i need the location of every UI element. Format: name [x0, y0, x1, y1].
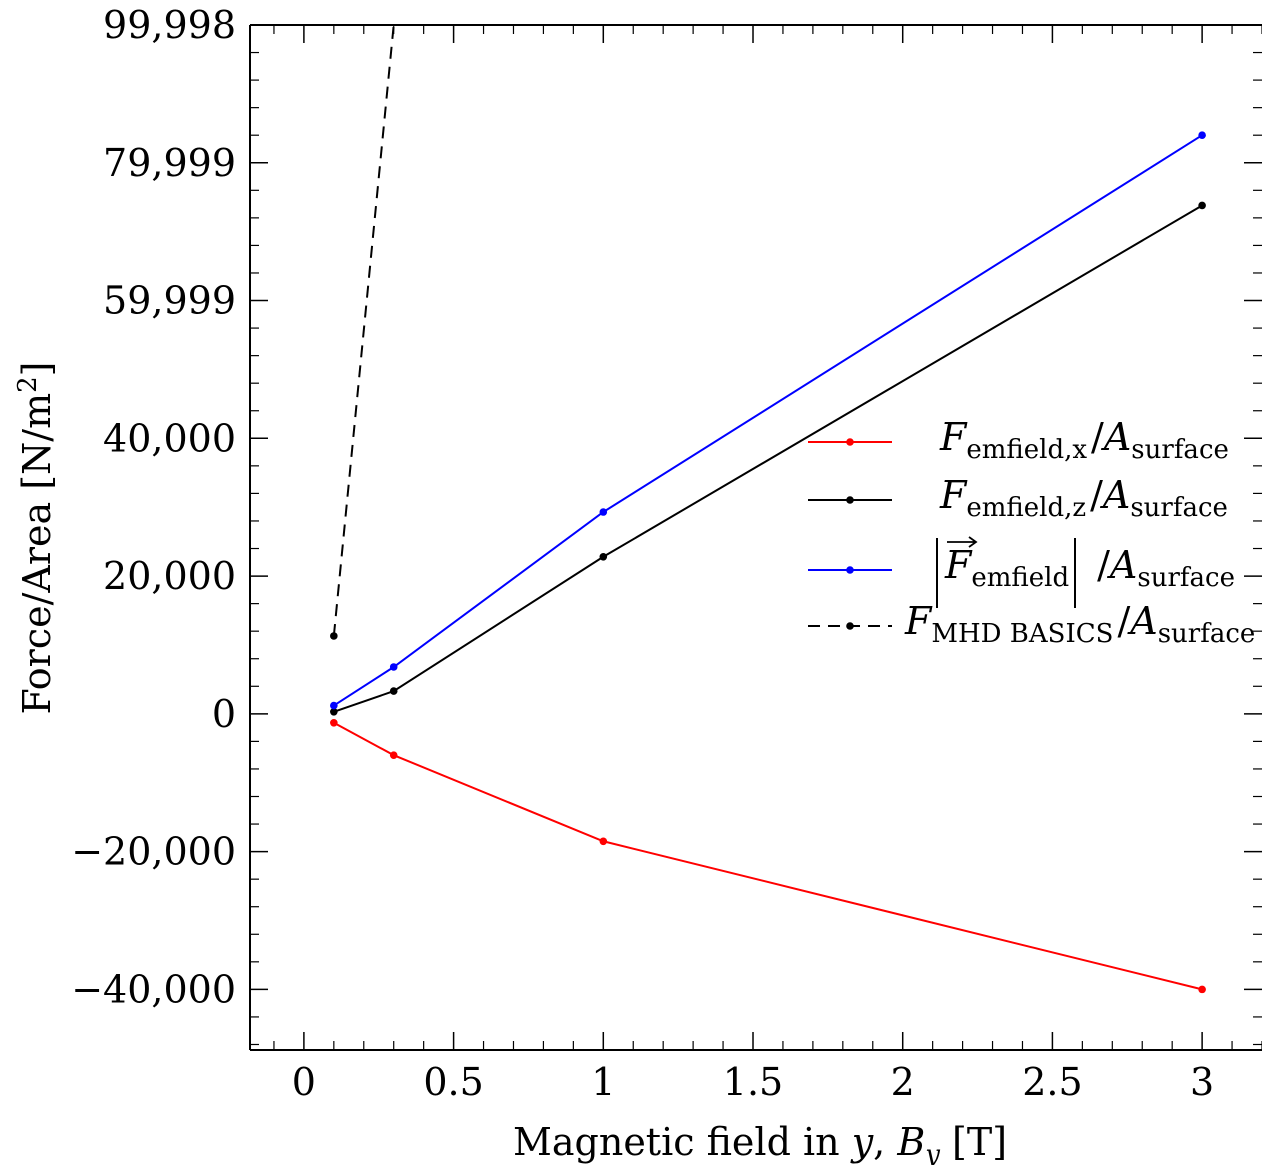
legend-label-2: Femfield /Asurface: [944, 543, 1235, 593]
y-tick-label: 0: [212, 692, 236, 736]
y-tick-label: −20,000: [71, 830, 236, 874]
legend-swatch-marker-3: [846, 622, 854, 630]
series-line-2: [333, 134, 1203, 707]
y-tick-label: 59,999: [103, 279, 236, 323]
legend-part-A: A: [1100, 473, 1130, 517]
legend-swatch-marker-2: [846, 566, 854, 574]
x-tick-label: 1: [591, 1060, 615, 1104]
legend-part-asub: surface: [1131, 435, 1229, 465]
legend-part-A: A: [1101, 415, 1131, 459]
legend: Femfield,x/AsurfaceFemfield,z/AsurfaceFe…: [808, 415, 1255, 649]
legend-part-slash: /: [1091, 415, 1104, 459]
y-tick-label: 20,000: [103, 554, 236, 598]
y-tick-label: 79,999: [103, 141, 236, 185]
legend-label-0: Femfield,x/Asurface: [939, 415, 1229, 465]
legend-part-A: A: [1107, 543, 1137, 587]
legend-part-slash: /: [1090, 473, 1103, 517]
data-point-1-1: [389, 687, 398, 695]
legend-part-slash: /: [1097, 543, 1110, 587]
legend-part-F: F: [939, 473, 968, 517]
x-tick-label: 1.5: [723, 1060, 783, 1104]
legend-part-F: F: [944, 543, 973, 587]
x-tick-label: 0: [292, 1060, 316, 1104]
y-tick-label: 40,000: [103, 416, 236, 460]
vector-arrow-icon: [947, 536, 978, 548]
data-point-3-0: [330, 632, 338, 640]
legend-swatch-marker-1: [846, 496, 854, 504]
data-point-1-0: [330, 707, 338, 716]
legend-part-sub: emfield,x: [966, 435, 1087, 465]
x-tick-label: 0.5: [423, 1060, 483, 1104]
legend-part-F: F: [904, 599, 933, 643]
y-tick-label: −40,000: [71, 967, 236, 1011]
y-axis-title: Force/Area [N/m2]: [13, 361, 59, 714]
legend-part-sub: MHD BASICS: [931, 619, 1113, 649]
data-point-0-0: [330, 718, 338, 727]
legend-part-slash: /: [1117, 599, 1130, 643]
data-point-2-2: [599, 508, 608, 516]
legend-part-asub: surface: [1158, 619, 1256, 649]
x-tick-label: 3: [1190, 1060, 1214, 1104]
data-point-0-2: [599, 837, 608, 846]
axis-ticks: 0 0.5 1 1.5 2 2.5 3 −40,000 −20,000 0 20,000 40,000…: [71, 3, 1262, 1104]
legend-label-1: Femfield,z/Asurface: [939, 473, 1228, 523]
legend-part-A: A: [1127, 599, 1157, 643]
x-tick-label: 2: [891, 1060, 915, 1104]
legend-part-sub: emfield: [971, 563, 1069, 593]
data-point-1-3: [1198, 201, 1206, 210]
data-point-2-1: [389, 663, 398, 671]
series-line-1: [333, 204, 1203, 713]
series-line-3: [332, 25, 395, 637]
y-tick-label: 99,998: [103, 3, 236, 47]
legend-swatch-marker-0: [846, 438, 854, 446]
plot-frame: [249, 24, 1262, 1051]
x-axis-title: Magnetic field in y, By [T]: [513, 1120, 1007, 1165]
legend-part-F: F: [939, 415, 968, 459]
legend-part-asub: surface: [1137, 563, 1235, 593]
data-point-0-1: [389, 751, 398, 759]
legend-part-asub: surface: [1130, 493, 1228, 523]
data-point-1-2: [599, 552, 608, 561]
series-layer: [330, 25, 1206, 994]
x-tick-label: 2.5: [1022, 1060, 1082, 1104]
legend-part-sub: emfield,z: [966, 493, 1086, 523]
legend-label-3: FMHD BASICS/Asurface: [904, 599, 1255, 649]
data-point-2-3: [1198, 131, 1206, 140]
series-line-0: [333, 721, 1203, 991]
data-point-2-0: [330, 701, 338, 710]
data-point-0-3: [1198, 985, 1206, 994]
